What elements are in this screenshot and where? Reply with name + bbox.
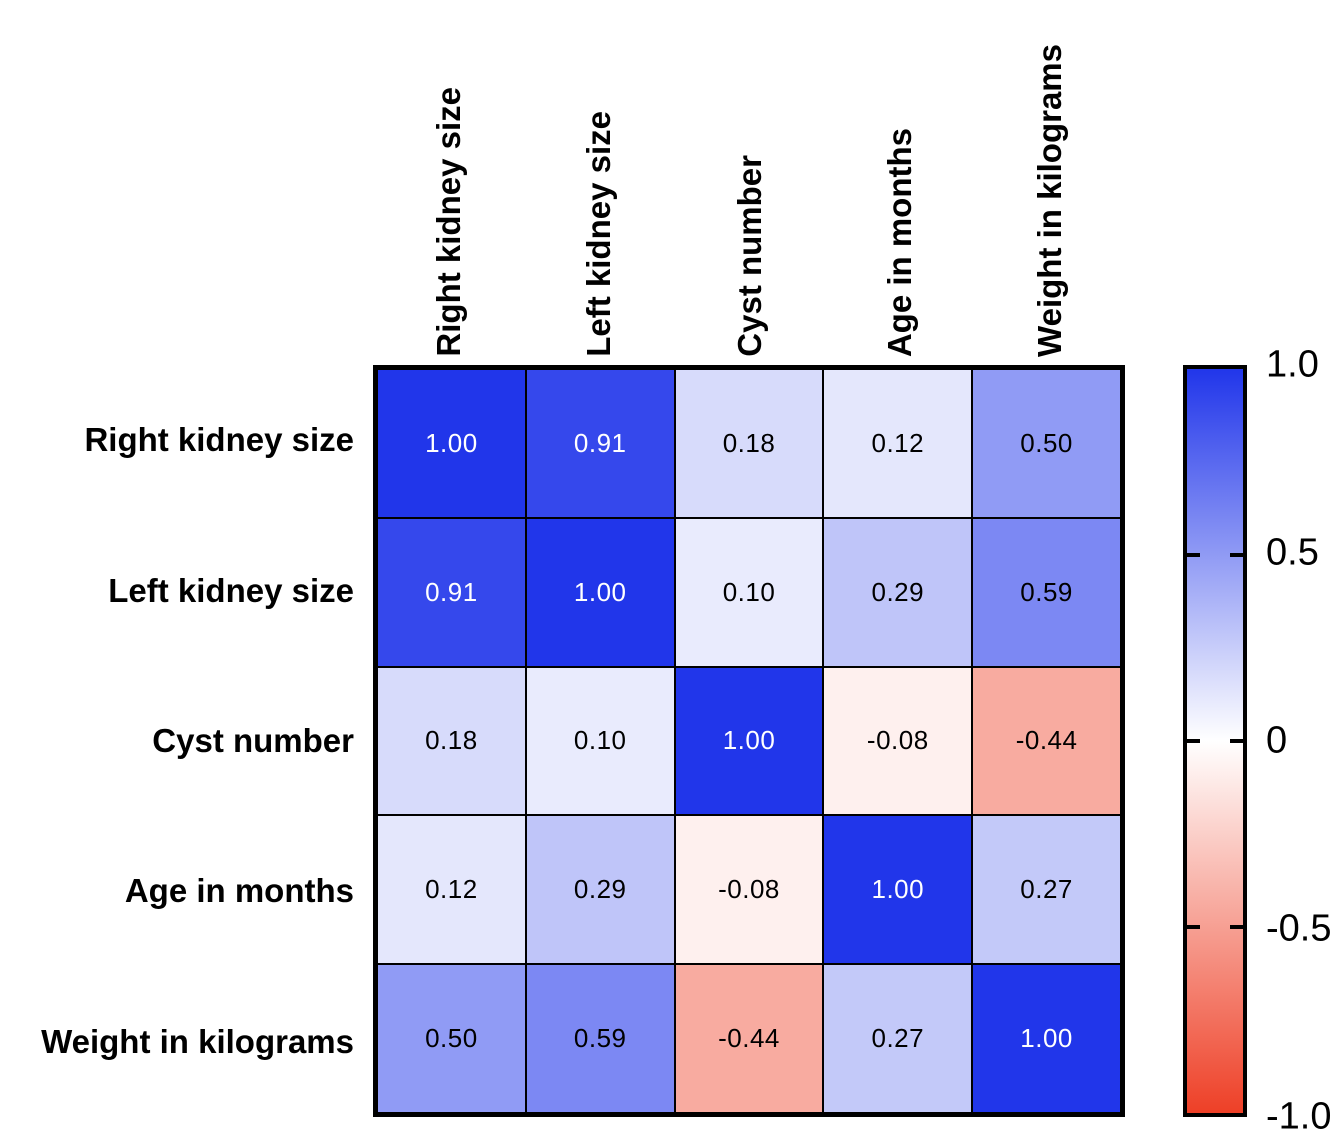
heatmap-cell: 1.00 [526, 518, 674, 666]
heatmap-cell: 0.12 [824, 370, 972, 517]
y-axis-label: Age in months [124, 872, 354, 910]
colorbar-tick [1230, 739, 1243, 743]
heatmap-cell: 0.27 [824, 965, 972, 1112]
colorbar-tick-label: 0 [1266, 719, 1288, 762]
colorbar-tick-labels: 1.0 0.5 0 -0.5 -1.0 [1266, 344, 1343, 1134]
colorbar-tick [1230, 553, 1243, 557]
x-axis-label: Cyst number [730, 155, 768, 357]
x-axis-label-slot: Weight in kilograms [975, 0, 1125, 357]
heatmap-cell: -0.08 [824, 667, 972, 815]
colorbar-tick [1187, 553, 1200, 557]
heatmap-cell: 0.29 [824, 518, 972, 666]
y-axis-label: Right kidney size [84, 421, 354, 459]
heatmap-cell: 0.10 [526, 667, 674, 815]
y-axis-labels: Right kidney size Left kidney size Cyst nu… [0, 365, 362, 1117]
heatmap-cell: -0.08 [675, 816, 823, 964]
heatmap-cell: 0.10 [675, 518, 823, 666]
colorbar-tick-label: 0.5 [1266, 531, 1319, 574]
x-axis-labels: Right kidney size Left kidney size Cyst nu… [373, 0, 1125, 357]
heatmap-cell: -0.44 [973, 667, 1120, 815]
x-axis-label: Right kidney size [429, 87, 467, 357]
x-axis-label: Age in months [880, 127, 918, 357]
y-axis-label-slot: Left kidney size [0, 515, 362, 665]
heatmap-grid: 1.00 0.91 0.18 0.12 0.50 0.91 1.00 0.10 0.29 0.59… [373, 365, 1125, 1117]
heatmap-cell: 0.91 [378, 518, 525, 666]
x-axis-label-slot: Age in months [824, 0, 974, 357]
heatmap-cell: 0.18 [675, 370, 823, 517]
heatmap-cell: 1.00 [675, 667, 823, 815]
heatmap-cell: 0.91 [526, 370, 674, 517]
heatmap-cell: 0.59 [526, 965, 674, 1112]
colorbar [1183, 365, 1247, 1117]
x-axis-label-slot: Left kidney size [523, 0, 673, 357]
heatmap-cell: 0.29 [526, 816, 674, 964]
heatmap-cell: 1.00 [378, 370, 525, 517]
colorbar-tick-label: 1.0 [1266, 343, 1319, 386]
y-axis-label-slot: Cyst number [0, 666, 362, 816]
heatmap-cell: 1.00 [973, 965, 1120, 1112]
y-axis-label-slot: Age in months [0, 816, 362, 966]
heatmap-cell: 0.50 [973, 370, 1120, 517]
colorbar-tick-label: -0.5 [1266, 907, 1332, 950]
heatmap-cell: 0.50 [378, 965, 525, 1112]
heatmap-cell: 0.59 [973, 518, 1120, 666]
y-axis-label: Weight in kilograms [41, 1022, 354, 1060]
x-axis-label: Left kidney size [580, 111, 618, 357]
heatmap-cell: 1.00 [824, 816, 972, 964]
x-axis-label: Weight in kilograms [1031, 44, 1069, 357]
colorbar-tick-label: -1.0 [1266, 1095, 1332, 1134]
colorbar-tick [1230, 925, 1243, 929]
heatmap-cell: -0.44 [675, 965, 823, 1112]
colorbar-tick [1187, 925, 1200, 929]
x-axis-label-slot: Cyst number [674, 0, 824, 357]
y-axis-label-slot: Weight in kilograms [0, 967, 362, 1117]
colorbar-tick [1187, 739, 1200, 743]
x-axis-label-slot: Right kidney size [373, 0, 523, 357]
y-axis-label: Left kidney size [108, 571, 354, 609]
heatmap-cell: 0.12 [378, 816, 525, 964]
y-axis-label: Cyst number [152, 722, 354, 760]
heatmap-cell: 0.27 [973, 816, 1120, 964]
y-axis-label-slot: Right kidney size [0, 365, 362, 515]
heatmap-cell: 0.18 [378, 667, 525, 815]
